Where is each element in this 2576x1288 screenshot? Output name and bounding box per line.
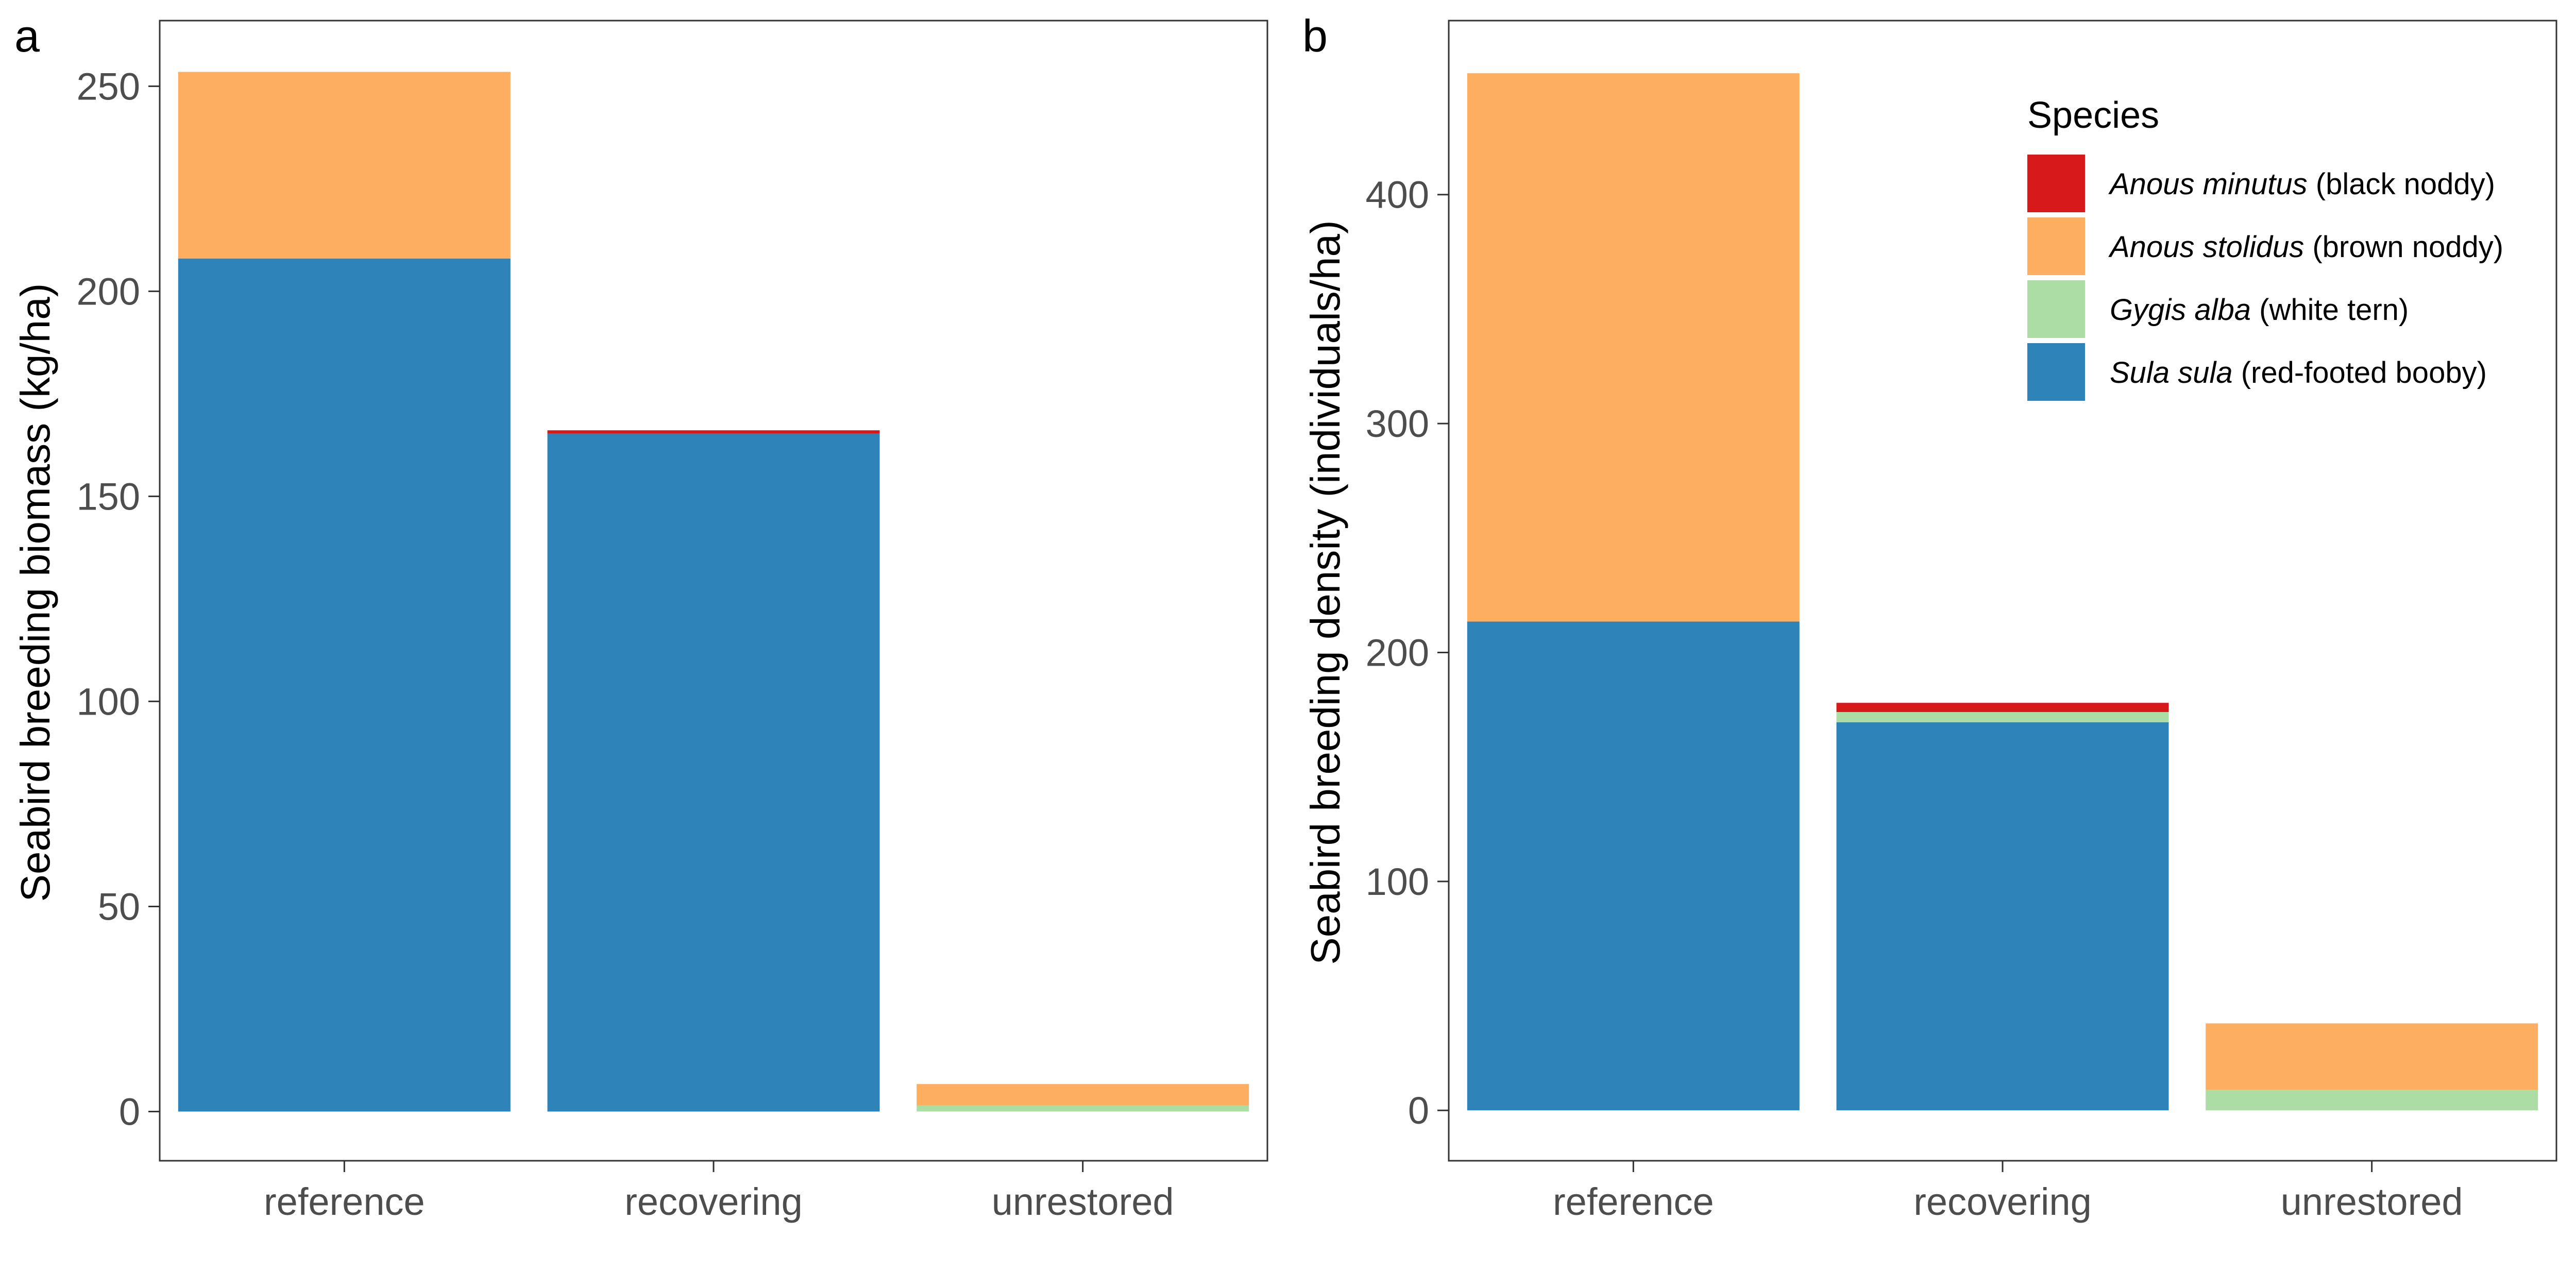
legend-swatch-2: [2027, 280, 2085, 338]
bar-segment-reference-series-2: [178, 72, 511, 259]
species-legend: Species Anous minutus (black noddy)Anous…: [2027, 95, 2503, 401]
bar-segment-recovering-series-3: [547, 430, 880, 434]
y-tick-label-150: 150: [77, 475, 140, 518]
legend-items: Anous minutus (black noddy) Anous stolidu…: [2027, 155, 2503, 401]
panel-b-frame: [1448, 20, 2557, 1162]
bar-segment-recovering-series-0: [1836, 722, 2169, 1111]
legend-swatch-1: [2027, 217, 2085, 275]
panel-b-y-axis-title: Seabird breeding density (individuals/ha…: [1302, 220, 1348, 964]
panel-b-bars: [1467, 73, 2538, 1111]
y-tick-label-50: 50: [98, 885, 140, 928]
panel-b-y-ticks: 0 100 200 300 400: [1366, 174, 1449, 1132]
panel-b-density: b Seabird breeding density (individuals/…: [1302, 10, 2557, 1223]
panel-a-bars: [178, 72, 1249, 1112]
x-tick-label-unrestored: unrestored: [992, 1180, 1174, 1223]
y-tick-label-400: 400: [1366, 174, 1429, 216]
panel-a-frame: [159, 20, 1268, 1162]
y-tick-label-200: 200: [1366, 631, 1429, 674]
bar-segment-recovering-series-0: [547, 433, 880, 1112]
bar-segment-recovering-series-3: [1836, 703, 2169, 712]
x-tick-label-reference: reference: [264, 1180, 425, 1223]
panel-a-x-ticks: reference recovering unrestored: [264, 1161, 1174, 1223]
bar-segment-unrestored-series-2: [917, 1084, 1249, 1106]
x-tick-label-reference: reference: [1553, 1180, 1714, 1223]
panel-b-label: b: [1302, 10, 1328, 61]
x-tick-label-recovering: recovering: [1913, 1180, 2092, 1223]
panel-a-y-axis-title: Seabird breeding biomass (kg/ha): [12, 283, 58, 902]
panel-a-label: a: [14, 10, 40, 61]
y-tick-label-0: 0: [1408, 1089, 1429, 1132]
y-tick-label-300: 300: [1366, 402, 1429, 445]
legend-label-1: Anous stolidus (brown noddy): [2108, 230, 2503, 264]
bar-segment-reference-series-0: [178, 258, 511, 1112]
x-tick-label-recovering: recovering: [624, 1180, 803, 1223]
panel-b-x-ticks: reference recovering unrestored: [1553, 1161, 2463, 1223]
y-tick-label-100: 100: [1366, 860, 1429, 903]
bar-segment-reference-series-0: [1467, 621, 1800, 1111]
x-tick-label-unrestored: unrestored: [2281, 1180, 2463, 1223]
bar-segment-reference-series-2: [1467, 73, 1800, 622]
legend-label-0: Anous minutus (black noddy): [2108, 167, 2495, 201]
legend-label-2: Gygis alba (white tern): [2110, 293, 2409, 327]
panel-a-y-ticks: 0 50 100 150 200 250: [77, 65, 160, 1133]
y-tick-label-100: 100: [77, 680, 140, 723]
legend-swatch-0: [2027, 155, 2085, 212]
bar-segment-unrestored-series-1: [2206, 1090, 2538, 1111]
bar-segment-unrestored-series-2: [2206, 1023, 2538, 1090]
bar-segment-recovering-series-1: [1836, 712, 2169, 722]
legend-swatch-3: [2027, 343, 2085, 401]
y-tick-label-250: 250: [77, 65, 140, 108]
panel-a-biomass: a Seabird breeding biomass (kg/ha) 0 50 10…: [12, 10, 1268, 1223]
legend-title: Species: [2027, 95, 2159, 136]
y-tick-label-200: 200: [77, 270, 140, 313]
legend-label-3: Sula sula (red-footed booby): [2110, 356, 2487, 389]
bar-segment-unrestored-series-1: [917, 1105, 1249, 1112]
y-tick-label-0: 0: [119, 1090, 140, 1133]
